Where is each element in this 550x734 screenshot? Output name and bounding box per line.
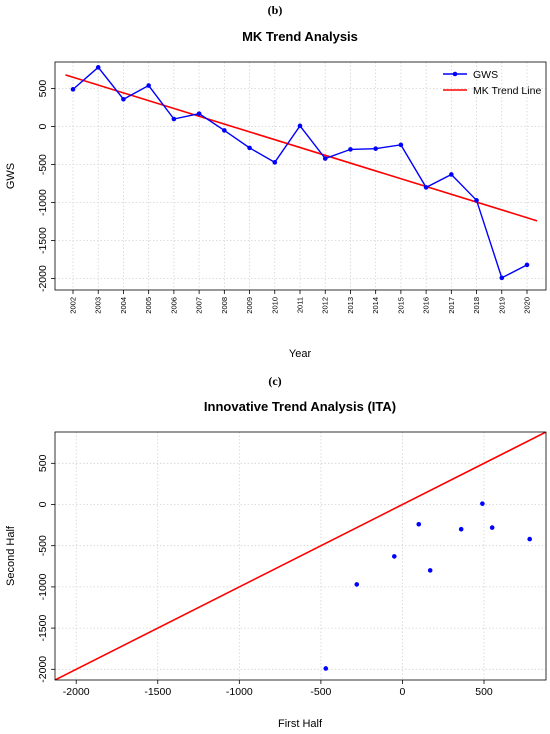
ita-point bbox=[323, 666, 329, 671]
gws-point bbox=[146, 83, 151, 88]
gws-point bbox=[373, 146, 378, 151]
gws-point bbox=[348, 147, 353, 152]
x-tick-label-c: -1500 bbox=[144, 686, 171, 698]
y-tick-label-b: -500 bbox=[37, 154, 49, 175]
mk-trend-line bbox=[65, 74, 538, 222]
plot-frame-b bbox=[54, 61, 547, 291]
y-tick-label-b: -1000 bbox=[37, 189, 49, 216]
x-tick-label-b: 2012 bbox=[321, 297, 330, 314]
y-tick-label-b: -2000 bbox=[37, 265, 49, 292]
gws-point bbox=[121, 96, 126, 102]
gws-point bbox=[398, 142, 404, 148]
chart-title-c: Innovative Trend Analysis (ITA) bbox=[204, 399, 396, 414]
x-tick-label-b: 2003 bbox=[94, 297, 103, 314]
gws-point bbox=[322, 156, 328, 161]
x-tick-label-b: 2015 bbox=[396, 297, 405, 314]
panel-label-c: (c) bbox=[268, 374, 281, 388]
gws-point bbox=[171, 116, 177, 122]
legend-gws-marker bbox=[452, 71, 458, 77]
gws-point bbox=[297, 123, 303, 129]
y-axis-title-b: GWS bbox=[5, 163, 17, 189]
plot-frame-c bbox=[54, 431, 547, 681]
ita-point bbox=[480, 501, 485, 506]
gws-point bbox=[222, 128, 227, 133]
ita-point bbox=[458, 526, 464, 532]
gws-point bbox=[247, 145, 252, 151]
ita-point bbox=[391, 554, 397, 559]
panel-label-b: (b) bbox=[268, 3, 283, 17]
ita-point bbox=[489, 525, 495, 530]
x-tick-label-b: 2016 bbox=[422, 297, 431, 314]
x-tick-label-b: 2007 bbox=[195, 297, 204, 314]
plot-area-b bbox=[55, 62, 546, 290]
plot-area-c bbox=[55, 432, 546, 680]
x-tick-label-c: -2000 bbox=[63, 686, 90, 698]
x-tick-label-b: 2019 bbox=[497, 297, 506, 314]
y-axis-title-c: Second Half bbox=[5, 525, 17, 586]
x-tick-label-b: 2013 bbox=[346, 297, 355, 314]
x-tick-label-c: -500 bbox=[310, 686, 331, 698]
x-tick-label-b: 2004 bbox=[119, 297, 128, 314]
gws-point bbox=[474, 198, 479, 203]
x-tick-label-b: 2017 bbox=[447, 297, 456, 314]
x-axis-title-c: First Half bbox=[278, 718, 323, 730]
x-tick-label-b: 2009 bbox=[245, 297, 254, 314]
y-tick-label-c: -2000 bbox=[37, 656, 49, 683]
x-tick-label-b: 2006 bbox=[169, 297, 178, 314]
legend-gws-label: GWS bbox=[473, 69, 498, 81]
ita-point bbox=[416, 521, 422, 527]
x-tick-label-b: 2008 bbox=[220, 297, 229, 314]
y-tick-label-c: -1000 bbox=[37, 573, 49, 600]
ita-reference-line bbox=[55, 432, 546, 680]
gws-point bbox=[499, 275, 505, 281]
y-tick-label-c: -500 bbox=[37, 535, 49, 556]
x-tick-label-b: 2014 bbox=[371, 297, 380, 314]
x-tick-label-b: 2018 bbox=[472, 297, 481, 314]
legend-b: GWS MK Trend Line bbox=[443, 69, 541, 97]
gws-point bbox=[70, 87, 76, 92]
x-tick-label-c: 500 bbox=[475, 686, 493, 698]
y-tick-label-b: -1500 bbox=[37, 227, 49, 254]
y-tick-label-c: 500 bbox=[37, 454, 49, 472]
x-axis-title-b: Year bbox=[289, 348, 312, 360]
ita-point bbox=[427, 568, 433, 573]
x-tick-label-b: 2020 bbox=[523, 297, 532, 314]
gws-point bbox=[423, 185, 429, 190]
x-tick-label-b: 2010 bbox=[270, 297, 279, 314]
gws-point bbox=[95, 65, 101, 70]
chart-title-b: MK Trend Analysis bbox=[242, 29, 358, 44]
x-tick-label-b: 2005 bbox=[144, 297, 153, 314]
y-tick-label-c: 0 bbox=[37, 501, 49, 507]
y-tick-label-b: 500 bbox=[37, 80, 49, 98]
ita-point bbox=[354, 582, 360, 587]
ita-point bbox=[527, 536, 532, 542]
y-tick-label-b: 0 bbox=[37, 124, 49, 130]
gws-point bbox=[196, 111, 202, 116]
x-tick-label-b: 2002 bbox=[69, 297, 78, 314]
gws-point bbox=[449, 172, 454, 177]
x-tick-label-c: 0 bbox=[400, 686, 406, 698]
x-tick-label-b: 2011 bbox=[296, 297, 305, 313]
legend-mk-label: MK Trend Line bbox=[473, 85, 541, 97]
gws-point bbox=[272, 160, 278, 165]
y-tick-label-c: -1500 bbox=[37, 615, 49, 642]
x-tick-label-c: -1000 bbox=[226, 686, 253, 698]
gws-point bbox=[524, 262, 530, 268]
